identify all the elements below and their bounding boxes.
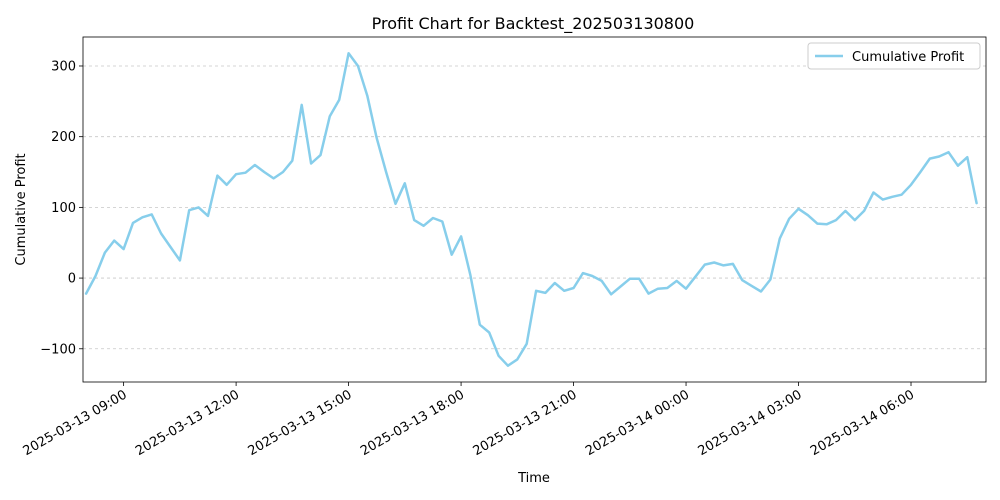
grid-lines: [83, 65, 986, 350]
plot-frame: [82, 36, 987, 383]
y-tick-label: 300: [51, 59, 76, 74]
y-axis-label: Cumulative Profit: [14, 153, 29, 265]
y-tick-label: 200: [51, 130, 76, 145]
y-tick-label: −100: [40, 342, 76, 357]
series-line-cumulative-profit: [84, 52, 978, 367]
legend-label: Cumulative Profit: [852, 50, 964, 65]
y-tick-label: 0: [68, 272, 76, 287]
x-axis-label: Time: [517, 471, 550, 486]
series-layer: [84, 52, 978, 367]
chart-title: Profit Chart for Backtest_202503130800: [372, 14, 695, 34]
legend: Cumulative Profit: [807, 42, 981, 70]
legend-box: [807, 42, 981, 70]
y-axis: −100 0 100 200 300: [40, 59, 83, 357]
y-tick-label: 100: [51, 201, 76, 216]
